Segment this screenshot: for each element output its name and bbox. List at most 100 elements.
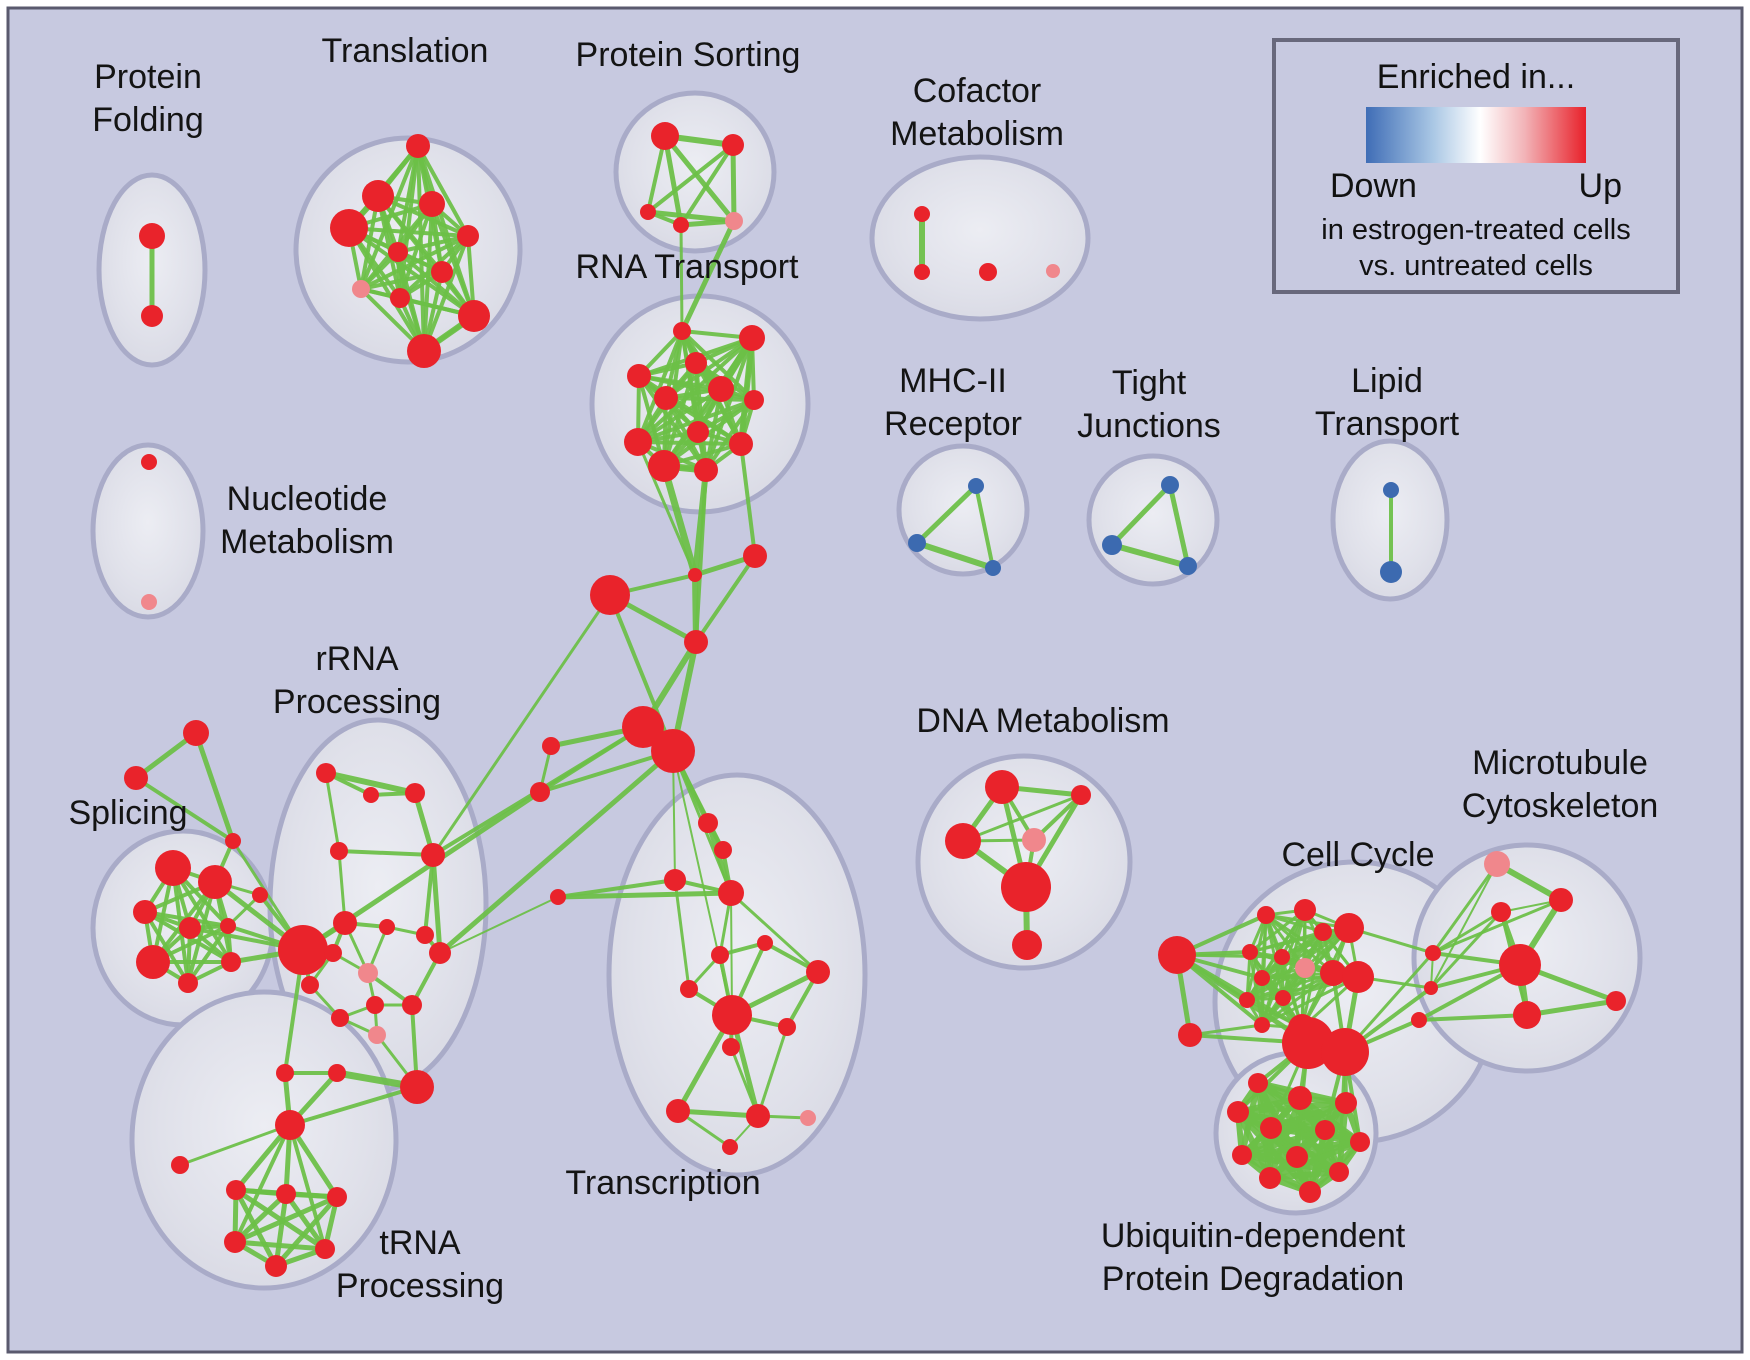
gene-set-node[interactable]	[1161, 476, 1179, 494]
gene-set-node[interactable]	[1320, 960, 1346, 986]
gene-set-node[interactable]	[1499, 944, 1541, 986]
gene-set-node[interactable]	[358, 963, 378, 983]
gene-set-node[interactable]	[698, 813, 718, 833]
gene-set-node[interactable]	[1425, 945, 1441, 961]
gene-set-node[interactable]	[1342, 961, 1374, 993]
gene-set-node[interactable]	[1380, 561, 1402, 583]
gene-set-node[interactable]	[198, 865, 232, 899]
gene-set-node[interactable]	[1274, 949, 1290, 965]
gene-set-node[interactable]	[744, 390, 764, 410]
gene-set-node[interactable]	[624, 428, 652, 456]
gene-set-node[interactable]	[688, 568, 702, 582]
gene-set-node[interactable]	[183, 720, 209, 746]
gene-set-node[interactable]	[1295, 958, 1315, 978]
gene-set-node[interactable]	[1046, 264, 1060, 278]
gene-set-node[interactable]	[664, 869, 686, 891]
gene-set-node[interactable]	[225, 833, 241, 849]
gene-set-node[interactable]	[725, 212, 743, 230]
gene-set-node[interactable]	[778, 1018, 796, 1036]
gene-set-node[interactable]	[743, 544, 767, 568]
gene-set-node[interactable]	[402, 995, 422, 1015]
gene-set-node[interactable]	[1315, 1120, 1335, 1140]
gene-set-node[interactable]	[457, 225, 479, 247]
gene-set-node[interactable]	[141, 454, 157, 470]
gene-set-node[interactable]	[1411, 1012, 1427, 1028]
gene-set-node[interactable]	[330, 842, 348, 860]
gene-set-node[interactable]	[179, 917, 201, 939]
gene-set-node[interactable]	[945, 823, 981, 859]
gene-set-node[interactable]	[654, 386, 678, 410]
gene-set-node[interactable]	[1335, 1092, 1357, 1114]
gene-set-node[interactable]	[673, 322, 691, 340]
gene-set-node[interactable]	[685, 352, 707, 374]
gene-set-node[interactable]	[141, 594, 157, 610]
gene-set-node[interactable]	[133, 900, 157, 924]
gene-set-node[interactable]	[687, 421, 709, 443]
gene-set-node[interactable]	[542, 737, 560, 755]
gene-set-node[interactable]	[220, 918, 236, 934]
gene-set-node[interactable]	[1491, 902, 1511, 922]
gene-set-node[interactable]	[1158, 936, 1196, 974]
gene-set-node[interactable]	[1294, 899, 1316, 921]
gene-set-node[interactable]	[1254, 1017, 1270, 1033]
gene-set-node[interactable]	[1248, 1073, 1268, 1093]
gene-set-node[interactable]	[431, 261, 453, 283]
gene-set-node[interactable]	[379, 919, 395, 935]
gene-set-node[interactable]	[714, 841, 732, 859]
gene-set-node[interactable]	[985, 770, 1019, 804]
gene-set-node[interactable]	[301, 976, 319, 994]
gene-set-node[interactable]	[400, 1070, 434, 1104]
gene-set-node[interactable]	[1383, 482, 1399, 498]
gene-set-node[interactable]	[155, 850, 191, 886]
gene-set-node[interactable]	[407, 334, 441, 368]
gene-set-node[interactable]	[640, 204, 656, 220]
gene-set-node[interactable]	[406, 134, 430, 158]
gene-set-node[interactable]	[550, 889, 566, 905]
gene-set-node[interactable]	[979, 263, 997, 281]
gene-set-node[interactable]	[1001, 862, 1051, 912]
gene-set-node[interactable]	[627, 364, 651, 388]
gene-set-node[interactable]	[968, 478, 984, 494]
gene-set-node[interactable]	[1102, 535, 1122, 555]
gene-set-node[interactable]	[1334, 913, 1364, 943]
gene-set-node[interactable]	[1606, 991, 1626, 1011]
gene-set-node[interactable]	[908, 534, 926, 552]
gene-set-node[interactable]	[1179, 557, 1197, 575]
gene-set-node[interactable]	[684, 630, 708, 654]
gene-set-node[interactable]	[458, 300, 490, 332]
gene-set-node[interactable]	[226, 1180, 246, 1200]
gene-set-node[interactable]	[673, 217, 689, 233]
gene-set-node[interactable]	[718, 880, 744, 906]
gene-set-node[interactable]	[1022, 828, 1046, 852]
gene-set-node[interactable]	[276, 1064, 294, 1082]
gene-set-node[interactable]	[221, 952, 241, 972]
gene-set-node[interactable]	[366, 996, 384, 1014]
gene-set-node[interactable]	[708, 376, 734, 402]
gene-set-node[interactable]	[265, 1255, 287, 1277]
gene-set-node[interactable]	[1299, 1181, 1321, 1203]
gene-set-node[interactable]	[141, 305, 163, 327]
gene-set-node[interactable]	[800, 1110, 816, 1126]
gene-set-node[interactable]	[278, 925, 328, 975]
gene-set-node[interactable]	[1282, 1017, 1334, 1069]
gene-set-node[interactable]	[1321, 1028, 1369, 1076]
gene-set-node[interactable]	[1260, 1117, 1282, 1139]
gene-set-node[interactable]	[680, 980, 698, 998]
gene-set-node[interactable]	[1257, 906, 1275, 924]
gene-set-node[interactable]	[651, 122, 679, 150]
gene-set-node[interactable]	[324, 944, 342, 962]
gene-set-node[interactable]	[252, 887, 268, 903]
gene-set-node[interactable]	[729, 432, 753, 456]
gene-set-node[interactable]	[362, 180, 394, 212]
gene-set-node[interactable]	[1242, 944, 1258, 960]
gene-set-node[interactable]	[711, 946, 729, 964]
gene-set-node[interactable]	[1259, 1167, 1281, 1189]
gene-set-node[interactable]	[352, 280, 370, 298]
gene-set-node[interactable]	[651, 729, 695, 773]
gene-set-node[interactable]	[757, 935, 773, 951]
gene-set-node[interactable]	[1286, 1146, 1308, 1168]
gene-set-node[interactable]	[315, 1239, 335, 1259]
gene-set-node[interactable]	[666, 1099, 690, 1123]
gene-set-node[interactable]	[405, 783, 425, 803]
gene-set-node[interactable]	[722, 1139, 738, 1155]
